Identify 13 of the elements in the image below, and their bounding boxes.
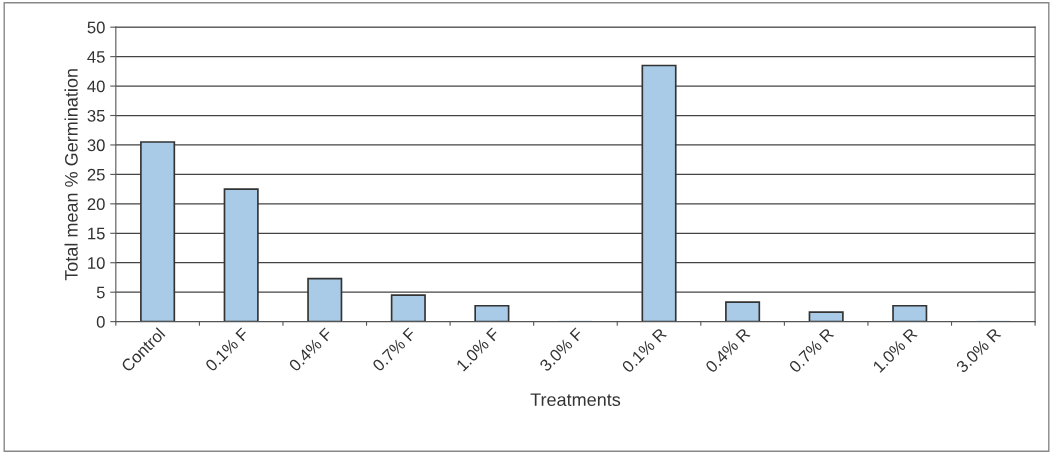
y-tick-label: 35 <box>87 109 105 122</box>
y-tick-label: 45 <box>87 51 105 63</box>
y-tick-label: 25 <box>87 168 105 181</box>
y-tick-label: 15 <box>88 227 105 240</box>
x-axis-title: Treatments <box>530 393 621 407</box>
y-tick-label: 5 <box>96 286 105 299</box>
y-axis-title: Total mean % Germination <box>64 69 78 281</box>
y-tick-label: 40 <box>87 80 105 93</box>
y-tick-label: 50 <box>87 21 105 34</box>
y-tick-label: 30 <box>87 139 105 152</box>
y-tick-label: 10 <box>88 257 105 269</box>
y-tick-label: 20 <box>87 198 105 211</box>
y-tick-label: 0 <box>96 316 105 328</box>
